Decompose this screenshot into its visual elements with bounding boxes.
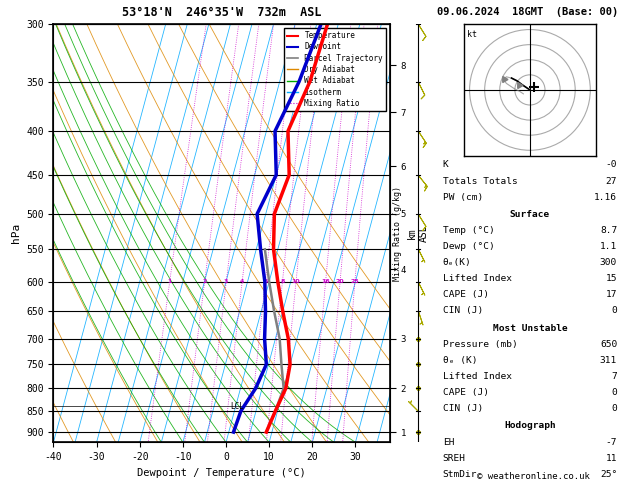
Text: 650: 650 [600,340,617,349]
Text: θₑ (K): θₑ (K) [443,356,477,365]
Text: kt: kt [467,30,477,38]
Text: EH: EH [443,437,454,447]
Text: Temp (°C): Temp (°C) [443,226,494,235]
Text: PW (cm): PW (cm) [443,192,483,202]
Text: -0: -0 [606,160,617,170]
Text: K: K [443,160,448,170]
Text: 0: 0 [611,388,617,397]
Text: 10: 10 [292,279,300,284]
Text: CAPE (J): CAPE (J) [443,388,489,397]
Y-axis label: km
ASL: km ASL [407,225,429,242]
Text: 16: 16 [321,279,330,284]
Text: 53°18'N  246°35'W  732m  ASL: 53°18'N 246°35'W 732m ASL [122,6,321,19]
Text: Hodograph: Hodograph [504,421,556,431]
Text: Dewp (°C): Dewp (°C) [443,242,494,251]
Text: 0: 0 [611,306,617,315]
Text: CAPE (J): CAPE (J) [443,290,489,299]
Text: 8.7: 8.7 [600,226,617,235]
Text: StmDir: StmDir [443,469,477,479]
Text: Lifted Index: Lifted Index [443,372,512,381]
Text: Pressure (mb): Pressure (mb) [443,340,518,349]
Text: 300: 300 [600,258,617,267]
Text: 20: 20 [336,279,345,284]
Text: 25: 25 [350,279,359,284]
Text: 25°: 25° [600,469,617,479]
Text: 27: 27 [606,176,617,186]
Text: Most Unstable: Most Unstable [493,324,567,333]
Text: 6: 6 [263,279,267,284]
Text: CIN (J): CIN (J) [443,306,483,315]
Text: 11: 11 [606,453,617,463]
Text: -7: -7 [606,437,617,447]
Text: 1.16: 1.16 [594,192,617,202]
Text: 17: 17 [606,290,617,299]
Text: 09.06.2024  18GMT  (Base: 00): 09.06.2024 18GMT (Base: 00) [437,7,618,17]
Text: 7: 7 [611,372,617,381]
Text: Totals Totals: Totals Totals [443,176,518,186]
Legend: Temperature, Dewpoint, Parcel Trajectory, Dry Adiabat, Wet Adiabat, Isotherm, Mi: Temperature, Dewpoint, Parcel Trajectory… [284,28,386,111]
Text: 1.1: 1.1 [600,242,617,251]
X-axis label: Dewpoint / Temperature (°C): Dewpoint / Temperature (°C) [137,468,306,478]
Text: Surface: Surface [510,210,550,219]
Text: 2: 2 [203,279,207,284]
Text: Lifted Index: Lifted Index [443,274,512,283]
Text: © weatheronline.co.uk: © weatheronline.co.uk [477,472,589,481]
Text: 3: 3 [224,279,228,284]
Text: 1: 1 [167,279,172,284]
Text: 8: 8 [281,279,284,284]
Text: LCL: LCL [230,402,244,411]
Text: 15: 15 [606,274,617,283]
Y-axis label: hPa: hPa [11,223,21,243]
Text: 311: 311 [600,356,617,365]
Text: 0: 0 [611,404,617,413]
Text: θₑ(K): θₑ(K) [443,258,472,267]
Text: CIN (J): CIN (J) [443,404,483,413]
Text: Mixing Ratio (g/kg): Mixing Ratio (g/kg) [393,186,402,281]
Text: SREH: SREH [443,453,465,463]
Text: 4: 4 [240,279,244,284]
